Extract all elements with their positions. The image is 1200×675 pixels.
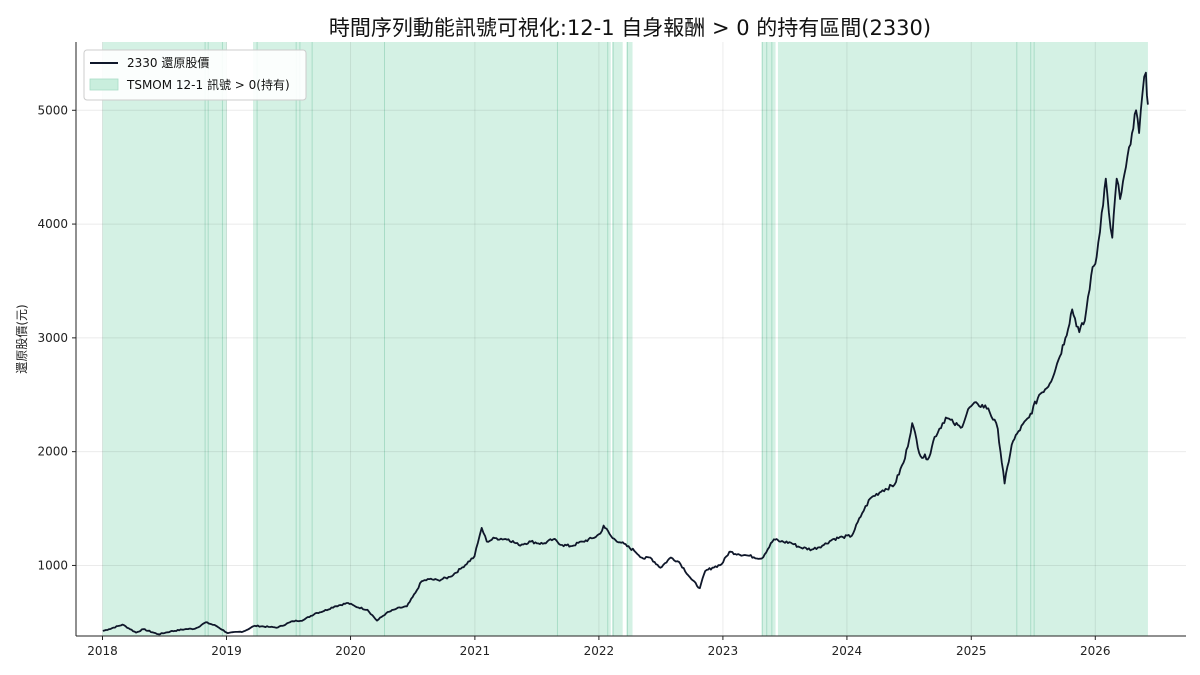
axes-layer: 1000 2000 3000 4000 5000 2018 2019 2020 2021 2022… [15,42,1186,658]
x-tick-label: 2026 [1080,644,1111,658]
x-tick-label: 2020 [335,644,366,658]
signal-band-layer [102,42,1148,636]
y-tick-label: 4000 [37,217,68,231]
y-axis-label: 還原股價(元) [15,304,29,373]
x-tick-label: 2022 [584,644,615,658]
price-line-layer [102,71,1149,636]
grid-layer [76,42,1186,636]
signal-band-interval [102,42,227,636]
y-tick-label: 5000 [37,103,68,117]
signal-band-interval [626,42,633,636]
signal-band-interval [777,42,1148,636]
y-tick-label: 3000 [37,331,68,345]
price-line [102,71,1149,636]
x-tick-label: 2023 [708,644,739,658]
legend-band-swatch [89,78,119,91]
x-tick-label: 2021 [460,644,491,658]
legend-label-signal: TSMOM 12-1 訊號 > 0(持有) [126,77,290,92]
legend: 2330 還原股價 TSMOM 12-1 訊號 > 0(持有) [83,49,307,101]
chart-title: 時間序列動能訊號可視化:12-1 自身報酬 > 0 的持有區間(2330) [329,16,931,40]
signal-band-interval [612,42,623,636]
y-tick-label: 1000 [37,558,68,572]
y-tick-label: 2000 [37,445,68,459]
x-tick-label: 2019 [211,644,242,658]
x-tick-label: 2024 [832,644,863,658]
legend-label-price: 2330 還原股價 [127,56,209,70]
signal-band-interval [253,42,611,636]
x-tick-label: 2018 [87,644,118,658]
x-tick-label: 2025 [956,644,987,658]
